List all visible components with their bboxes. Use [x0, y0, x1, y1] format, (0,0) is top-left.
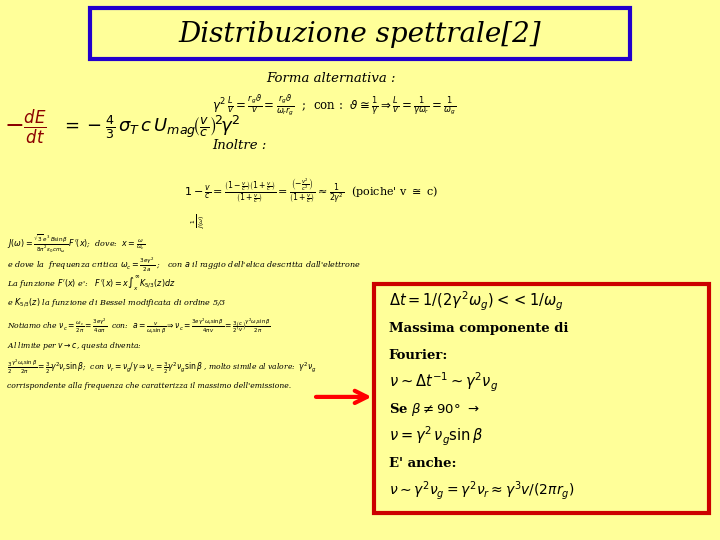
Text: $\Delta t=1/(2\gamma^2\omega_g)<<1/\omega_g$: $\Delta t=1/(2\gamma^2\omega_g)<<1/\omeg… — [389, 289, 564, 313]
Text: corrispondente alla frequenza che caratterizza il massimo dell'emissione.: corrispondente alla frequenza che caratt… — [7, 382, 292, 390]
Text: Se $\beta\neq90°$ $\rightarrow$: Se $\beta\neq90°$ $\rightarrow$ — [389, 401, 480, 418]
Text: $-\frac{dE}{dt}$: $-\frac{dE}{dt}$ — [4, 107, 46, 146]
Text: e $K_{5/3}(z)$ la funzione di Bessel modificata di ordine 5/3: e $K_{5/3}(z)$ la funzione di Bessel mod… — [7, 296, 227, 309]
Text: $1 - \frac{v}{c} = \frac{\left(1-\frac{v}{c}\right)\left(1+\frac{v}{c}\right)}{\: $1 - \frac{v}{c} = \frac{\left(1-\frac{v… — [184, 177, 438, 206]
Text: Distribuzione spettrale[2]: Distribuzione spettrale[2] — [179, 21, 541, 48]
Text: Forma alternativa :: Forma alternativa : — [266, 72, 396, 85]
Text: $\gamma^2\,\frac{L}{v} = \frac{r_g\vartheta}{v} = \frac{r_g\vartheta}{\omega_r r: $\gamma^2\,\frac{L}{v} = \frac{r_g\varth… — [212, 92, 456, 118]
Text: E' anche:: E' anche: — [389, 457, 456, 470]
Text: $J(\omega)=\frac{\sqrt{3}\,e^3\,B\sin\beta}{8\pi^2\varepsilon_0 c m_\omega}\,F'(: $J(\omega)=\frac{\sqrt{3}\,e^3\,B\sin\be… — [7, 233, 145, 255]
Text: Fourier:: Fourier: — [389, 349, 448, 362]
Text: $= -\frac{4}{3}\,\sigma_T\,c\,U_{mag}\!\left(\frac{v}{c}\right)^{\!2}\!\gamma^2$: $= -\frac{4}{3}\,\sigma_T\,c\,U_{mag}\!\… — [61, 113, 240, 141]
Text: $\nu\sim\Delta t^{-1}\sim\gamma^2\nu_g$: $\nu\sim\Delta t^{-1}\sim\gamma^2\nu_g$ — [389, 370, 498, 394]
FancyBboxPatch shape — [90, 8, 630, 59]
Text: $\nu=\gamma^2\,\nu_g\sin\beta$: $\nu=\gamma^2\,\nu_g\sin\beta$ — [389, 424, 483, 448]
FancyBboxPatch shape — [374, 284, 709, 513]
Text: Al limite per $v\to c$, questa diventa:: Al limite per $v\to c$, questa diventa: — [7, 340, 142, 352]
Text: e dove la  frequenza critica $\omega_c=\frac{3e\gamma^2}{2a}$ ;   con $a$ il rag: e dove la frequenza critica $\omega_c=\f… — [7, 255, 361, 274]
Text: $\frac{1}{J(\omega)}$: $\frac{1}{J(\omega)}$ — [189, 214, 207, 228]
Text: Massima componente di: Massima componente di — [389, 322, 568, 335]
Text: La funzione $F'(x)$ e':   $F'(x)=x\int_x^\infty K_{5/3}(z)dz$: La funzione $F'(x)$ e': $F'(x)=x\int_x^\… — [7, 274, 176, 293]
Text: Notiamo che $\nu_c=\frac{\omega_c}{2\pi}=\frac{3e\gamma^2}{4\alpha\pi}$  con:  $: Notiamo che $\nu_c=\frac{\omega_c}{2\pi}… — [7, 317, 271, 336]
Text: $\frac{3}{2}\frac{\gamma^2\omega_r\sin\beta}{2\pi}=\frac{3}{2}\gamma^2\nu_r\sin\: $\frac{3}{2}\frac{\gamma^2\omega_r\sin\b… — [7, 358, 318, 376]
Text: Inoltre :: Inoltre : — [212, 139, 267, 152]
Text: $\nu\sim\gamma^2\nu_g=\gamma^2\nu_r\approx\gamma^3 v/(2\pi r_g)$: $\nu\sim\gamma^2\nu_g=\gamma^2\nu_r\appr… — [389, 479, 575, 502]
FancyArrowPatch shape — [316, 391, 367, 403]
